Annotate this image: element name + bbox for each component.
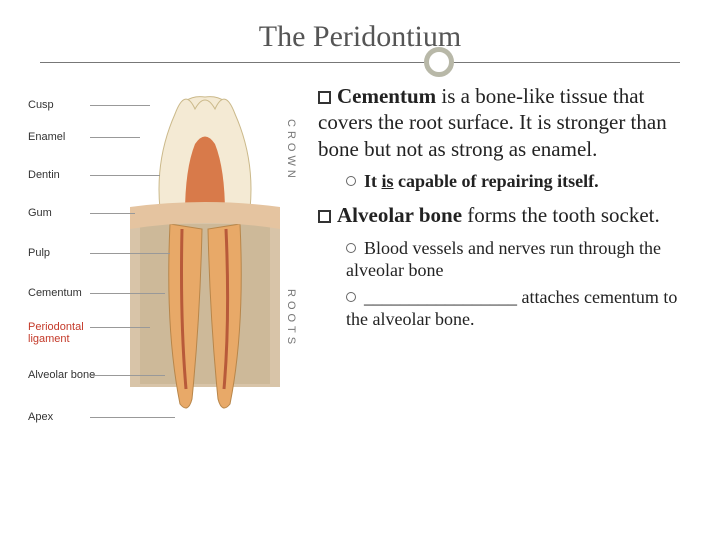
square-bullet-icon	[318, 91, 331, 104]
text-column: Cementum is a bone-like tissue that cove…	[310, 83, 690, 469]
alveolar-sub2-text: _________________ attaches cementum to t…	[346, 287, 677, 330]
title-underline	[40, 62, 680, 63]
alveolar-sub1-text: Blood vessels and nerves run through the…	[346, 238, 661, 281]
sub-pre: It	[364, 171, 382, 191]
diagram-vlabel: ROOTS	[285, 289, 297, 348]
diagram-label: Gum	[28, 207, 52, 219]
alveolar-sub1: Blood vessels and nerves run through the…	[346, 237, 690, 282]
alveolar-paragraph: Alveolar bone forms the tooth socket.	[318, 202, 690, 228]
circle-bullet-icon	[346, 243, 356, 253]
sub-underline: is	[382, 171, 394, 191]
square-bullet-icon	[318, 210, 331, 223]
alveolar-term: Alveolar bone	[337, 203, 462, 227]
alveolar-sublist: Blood vessels and nerves run through the…	[346, 237, 690, 331]
slide-title: The Peridontium	[0, 0, 720, 62]
tooth-diagram: Cusp Enamel Dentin Gum Pulp Cementum Periodont…	[20, 89, 300, 469]
diagram-label: Enamel	[28, 131, 65, 143]
diagram-column: Cusp Enamel Dentin Gum Pulp Cementum Periodont…	[20, 83, 310, 469]
content-area: Cusp Enamel Dentin Gum Pulp Cementum Periodont…	[0, 63, 720, 469]
circle-bullet-icon	[346, 176, 356, 186]
diagram-label: Cusp	[28, 99, 54, 111]
cementum-sublist: It is capable of repairing itself.	[346, 170, 690, 193]
decorative-circle	[424, 47, 454, 77]
circle-bullet-icon	[346, 292, 356, 302]
leader-line	[90, 175, 160, 176]
leader-line	[90, 375, 165, 376]
leader-line	[90, 417, 175, 418]
leader-line	[90, 137, 140, 138]
leader-line	[90, 327, 150, 328]
leader-line	[90, 293, 165, 294]
sub-post: capable of repairing itself.	[394, 171, 599, 191]
diagram-label: Alveolar bone	[28, 369, 95, 381]
leader-line	[90, 253, 170, 254]
leader-line	[90, 213, 135, 214]
diagram-label: Dentin	[28, 169, 60, 181]
diagram-label: Apex	[28, 411, 53, 423]
alveolar-sub2: _________________ attaches cementum to t…	[346, 286, 690, 331]
diagram-vlabel: CROWN	[285, 119, 297, 182]
cementum-paragraph: Cementum is a bone-like tissue that cove…	[318, 83, 690, 162]
diagram-label: Cementum	[28, 287, 82, 299]
alveolar-desc: forms the tooth socket.	[462, 203, 660, 227]
cementum-term: Cementum	[337, 84, 436, 108]
diagram-label: Periodontalligament	[28, 321, 84, 345]
diagram-label: Pulp	[28, 247, 50, 259]
leader-line	[90, 105, 150, 106]
tooth-illustration	[130, 89, 280, 419]
cementum-sub1: It is capable of repairing itself.	[346, 170, 690, 193]
